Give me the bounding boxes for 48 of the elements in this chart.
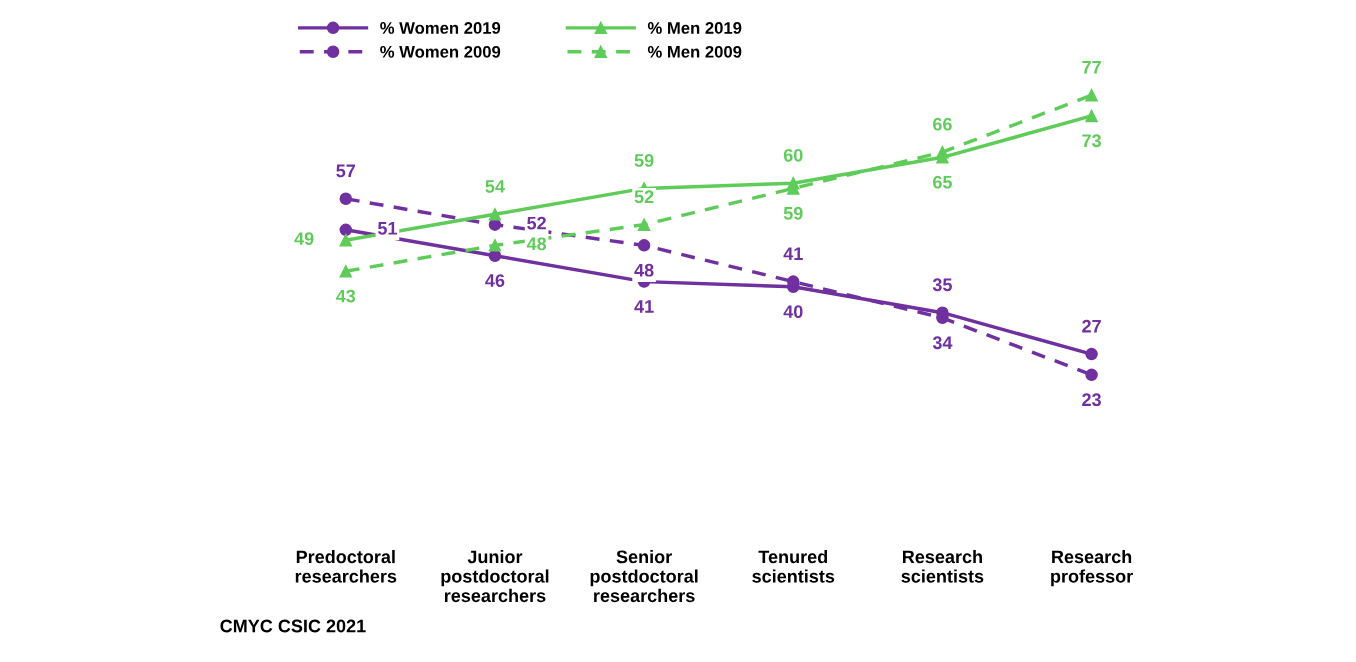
legend-label: % Women 2009	[380, 45, 501, 58]
data-label: 35	[932, 278, 952, 292]
point	[1085, 368, 1098, 382]
x-tick-label: Junior postdoctoral researchers	[441, 549, 549, 603]
data-label: 59	[634, 154, 654, 167]
point	[488, 239, 502, 252]
x-tick-label: Predoctoral researchers	[295, 549, 397, 583]
legend-label: % Women 2019	[380, 22, 501, 34]
data-label: 66	[933, 117, 952, 131]
data-label: 77	[1082, 61, 1101, 74]
data-label: 59	[783, 206, 803, 220]
data-label: 41	[783, 247, 803, 260]
data-label: 48	[526, 237, 547, 251]
x-tick-label: Research professor	[1051, 549, 1133, 587]
data-label: 51	[377, 222, 397, 235]
point	[936, 145, 949, 159]
point	[339, 192, 353, 206]
data-label: 52	[527, 216, 546, 230]
point	[637, 239, 651, 252]
data-label: 43	[336, 289, 356, 303]
data-label: 34	[932, 336, 953, 350]
point	[339, 233, 353, 247]
point	[637, 218, 651, 231]
data-label: 57	[336, 164, 356, 178]
point	[339, 223, 353, 237]
data-label: 46	[485, 274, 505, 287]
x-tick-label: Tenured scientists	[752, 549, 835, 583]
data-label: 49	[294, 232, 314, 246]
point	[1085, 347, 1098, 361]
data-label: 54	[485, 180, 505, 193]
legend-label: % Men 2019	[647, 22, 742, 34]
point	[1085, 109, 1098, 123]
text: CMYC CSIC 2021	[220, 619, 366, 633]
point	[1085, 88, 1098, 102]
data-label: 52	[634, 190, 654, 204]
data-label: 73	[1082, 134, 1101, 148]
point	[339, 265, 353, 278]
data-label: 40	[783, 305, 803, 319]
x-tick-label: Senior postdoctoral researchers	[590, 549, 698, 603]
x-tick-label: Research scientists	[901, 549, 984, 583]
data-label: 48	[634, 263, 654, 277]
data-label: 23	[1082, 393, 1101, 407]
legend-label: % Men 2009	[647, 45, 742, 58]
data-label: 65	[933, 175, 952, 189]
point	[488, 208, 502, 221]
data-label: 60	[783, 148, 803, 162]
data-label: 27	[1082, 319, 1101, 333]
data-label: 41	[634, 300, 654, 313]
